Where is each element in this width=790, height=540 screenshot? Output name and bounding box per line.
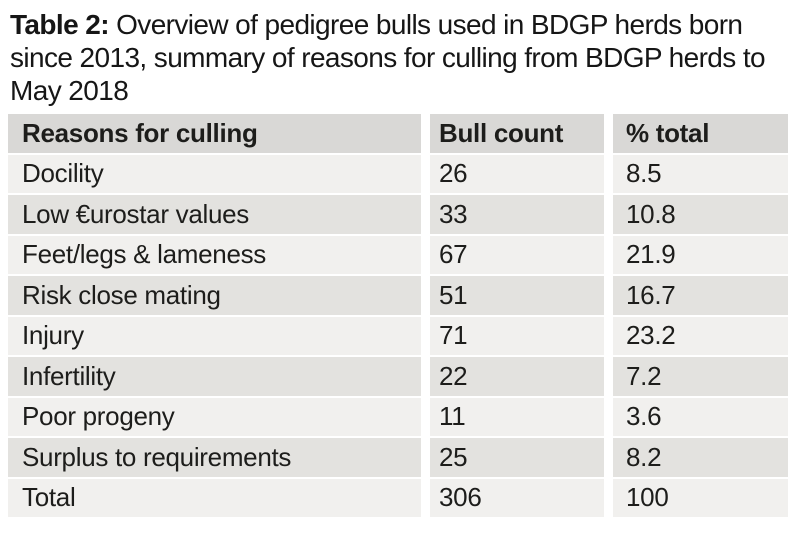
cell-reason: Low €urostar values <box>8 195 430 236</box>
table-row: Injury 71 23.2 <box>8 316 788 357</box>
table-row: Poor progeny 11 3.6 <box>8 397 788 438</box>
cell-reason: Total <box>8 478 430 519</box>
cell-pct-total: 23.2 <box>613 316 788 357</box>
cell-pct-total: 8.5 <box>613 154 788 195</box>
cell-reason: Poor progeny <box>8 397 430 438</box>
culling-table: Reasons for culling Bull count % total D… <box>8 114 788 519</box>
cell-bull-count: 306 <box>430 478 613 519</box>
header-cell-bull-count: Bull count <box>430 114 613 155</box>
cell-bull-count: 51 <box>430 276 613 317</box>
cell-bull-count: 25 <box>430 438 613 479</box>
cell-reason: Docility <box>8 154 430 195</box>
cell-pct-total: 7.2 <box>613 357 788 398</box>
table-title-label: Table 2: <box>10 9 110 40</box>
cell-bull-count: 71 <box>430 316 613 357</box>
header-cell-reasons: Reasons for culling <box>8 114 430 155</box>
table-row: Docility 26 8.5 <box>8 154 788 195</box>
cell-pct-total: 10.8 <box>613 195 788 236</box>
cell-bull-count: 26 <box>430 154 613 195</box>
cell-pct-total: 8.2 <box>613 438 788 479</box>
table-row: Feet/legs & lameness 67 21.9 <box>8 235 788 276</box>
cell-reason: Infertility <box>8 357 430 398</box>
cell-reason: Risk close mating <box>8 276 430 317</box>
table-row-total: Total 306 100 <box>8 478 788 519</box>
table-title: Table 2: Overview of pedigree bulls used… <box>10 8 788 107</box>
table-row: Infertility 22 7.2 <box>8 357 788 398</box>
cell-pct-total: 21.9 <box>613 235 788 276</box>
cell-bull-count: 11 <box>430 397 613 438</box>
cell-reason: Injury <box>8 316 430 357</box>
cell-reason: Surplus to requirements <box>8 438 430 479</box>
table-header-row: Reasons for culling Bull count % total <box>8 114 788 155</box>
cell-bull-count: 67 <box>430 235 613 276</box>
cell-pct-total: 3.6 <box>613 397 788 438</box>
table-row: Risk close mating 51 16.7 <box>8 276 788 317</box>
table-row: Low €urostar values 33 10.8 <box>8 195 788 236</box>
cell-pct-total: 100 <box>613 478 788 519</box>
cell-bull-count: 22 <box>430 357 613 398</box>
table-title-text: Overview of pedigree bulls used in BDGP … <box>10 9 766 106</box>
cell-pct-total: 16.7 <box>613 276 788 317</box>
header-cell-pct-total: % total <box>613 114 788 155</box>
table-row: Surplus to requirements 25 8.2 <box>8 438 788 479</box>
cell-bull-count: 33 <box>430 195 613 236</box>
cell-reason: Feet/legs & lameness <box>8 235 430 276</box>
